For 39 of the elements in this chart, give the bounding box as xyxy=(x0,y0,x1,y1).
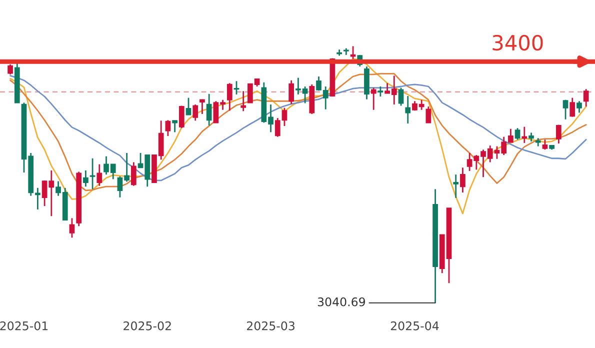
candlestick xyxy=(514,127,520,140)
candlestick xyxy=(562,99,568,120)
candlestick xyxy=(178,105,184,129)
x-tick-label: 2025-01 xyxy=(0,321,48,330)
candlestick xyxy=(522,126,528,144)
candlestick xyxy=(370,87,376,111)
candlestick xyxy=(130,162,136,187)
candlestick xyxy=(200,98,205,115)
candlestick xyxy=(556,124,562,144)
candlestick xyxy=(83,170,88,188)
candlestick xyxy=(8,64,13,76)
x-tick-label: 2025-03 xyxy=(246,321,294,330)
candlestick xyxy=(226,82,232,112)
candlestick xyxy=(165,119,171,137)
candlestick xyxy=(288,80,294,105)
candlestick xyxy=(570,97,576,118)
candlestick xyxy=(192,104,198,122)
candlestick xyxy=(234,80,240,96)
candlestick xyxy=(405,95,411,124)
candlestick xyxy=(576,100,582,114)
candlestick xyxy=(240,90,246,112)
candlestick xyxy=(172,120,178,133)
candlestick xyxy=(453,174,459,199)
candlestick xyxy=(96,164,102,187)
candlestick xyxy=(583,88,589,108)
annotation: 3400 xyxy=(492,34,543,51)
candlestick xyxy=(90,158,96,190)
x-tick-label: 2025-02 xyxy=(124,321,171,330)
candlestick xyxy=(542,138,548,150)
candlestick xyxy=(350,46,356,60)
candlestick xyxy=(206,93,212,126)
candlestick xyxy=(186,97,192,116)
candlestick xyxy=(378,86,384,98)
candlestick xyxy=(426,106,432,124)
candlestick xyxy=(460,166,466,194)
x-tick-label: 2025-04 xyxy=(390,321,439,330)
candlestick xyxy=(69,217,75,238)
candlestick xyxy=(398,87,404,106)
annotation: 3040.69 xyxy=(318,297,366,306)
